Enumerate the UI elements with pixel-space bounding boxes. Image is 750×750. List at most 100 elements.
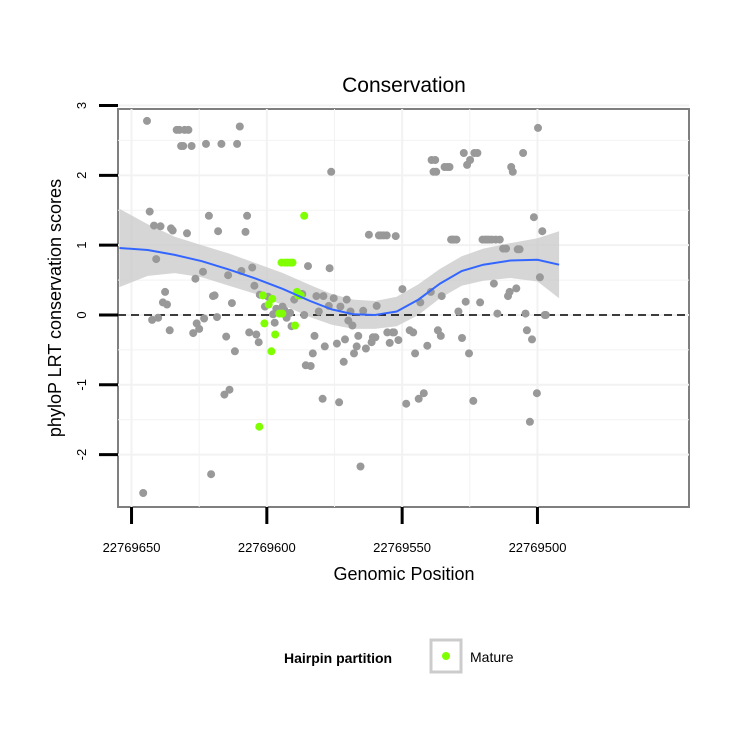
data-point-mature bbox=[278, 309, 287, 318]
data-point bbox=[409, 328, 418, 337]
data-point bbox=[336, 302, 345, 311]
y-axis-title: phyloP LRT conservation scores bbox=[45, 179, 65, 437]
data-point bbox=[252, 330, 261, 339]
data-point bbox=[312, 292, 321, 301]
data-point-mature bbox=[271, 330, 280, 339]
data-point bbox=[522, 326, 531, 335]
data-point-mature bbox=[267, 347, 276, 356]
data-point bbox=[538, 227, 547, 236]
data-point bbox=[495, 235, 504, 244]
x-tick-label: 22769550 bbox=[373, 540, 431, 555]
data-point bbox=[348, 321, 357, 330]
data-point bbox=[505, 287, 514, 296]
data-point bbox=[204, 211, 213, 220]
data-point bbox=[469, 396, 478, 405]
data-point bbox=[445, 163, 454, 171]
y-tick-label: -1 bbox=[74, 379, 89, 391]
y-tick-label: 2 bbox=[74, 172, 89, 179]
data-point bbox=[461, 297, 470, 306]
y-tick-label: -2 bbox=[74, 449, 89, 461]
data-point bbox=[250, 281, 259, 290]
data-point bbox=[402, 399, 411, 408]
data-point bbox=[534, 123, 542, 132]
data-point bbox=[354, 331, 363, 340]
data-point bbox=[230, 347, 239, 356]
data-point bbox=[235, 122, 244, 131]
data-point bbox=[419, 389, 428, 398]
data-point bbox=[320, 342, 329, 351]
data-point bbox=[245, 328, 254, 337]
legend-label-mature: Mature bbox=[470, 649, 514, 665]
data-point bbox=[382, 231, 391, 240]
data-point bbox=[163, 300, 171, 309]
data-point bbox=[318, 394, 327, 403]
data-point bbox=[241, 227, 250, 236]
data-point bbox=[327, 167, 336, 176]
data-point bbox=[512, 284, 521, 293]
data-point bbox=[161, 287, 170, 296]
data-point bbox=[391, 232, 400, 241]
data-point bbox=[458, 334, 466, 342]
data-point bbox=[459, 149, 468, 157]
data-point bbox=[352, 342, 361, 351]
data-point bbox=[398, 285, 407, 294]
data-point-mature bbox=[288, 258, 297, 267]
x-axis-title: Genomic Position bbox=[333, 564, 474, 584]
data-point bbox=[394, 336, 403, 345]
data-point bbox=[213, 313, 221, 322]
data-point bbox=[222, 332, 231, 341]
data-point bbox=[356, 462, 365, 471]
data-point-mature bbox=[260, 319, 269, 328]
data-point bbox=[535, 273, 544, 282]
smooth-trend-line bbox=[119, 247, 560, 317]
data-point bbox=[243, 211, 252, 220]
y-tick-label: 3 bbox=[74, 102, 89, 109]
data-point bbox=[148, 315, 157, 324]
data-point bbox=[339, 357, 348, 366]
data-point bbox=[436, 331, 445, 340]
data-point bbox=[423, 341, 432, 350]
x-tick-label: 22769650 bbox=[103, 540, 161, 555]
data-point bbox=[210, 291, 219, 300]
data-point bbox=[143, 116, 151, 125]
data-point bbox=[199, 267, 207, 276]
legend-key-mature-dot bbox=[442, 652, 450, 660]
data-point bbox=[519, 149, 528, 157]
legend-key-box bbox=[429, 638, 463, 674]
data-point bbox=[150, 221, 158, 230]
data-point bbox=[156, 222, 165, 231]
data-point bbox=[329, 294, 338, 303]
data-point bbox=[227, 299, 236, 308]
data-point bbox=[372, 301, 381, 310]
data-point bbox=[466, 156, 475, 164]
data-point bbox=[473, 149, 482, 157]
data-point bbox=[308, 349, 317, 358]
data-point bbox=[189, 329, 198, 338]
data-point bbox=[371, 333, 380, 342]
data-point bbox=[515, 245, 524, 254]
legend-title: Hairpin partition bbox=[284, 650, 392, 666]
data-point-mature bbox=[291, 321, 299, 330]
data-point bbox=[310, 331, 319, 340]
data-point bbox=[476, 298, 485, 307]
data-point bbox=[432, 167, 441, 176]
data-point bbox=[319, 292, 328, 301]
data-point bbox=[304, 262, 312, 271]
data-point bbox=[224, 271, 233, 280]
data-point bbox=[364, 230, 373, 239]
data-point bbox=[184, 125, 193, 134]
data-point bbox=[187, 142, 196, 150]
data-point bbox=[361, 344, 370, 353]
data-point bbox=[152, 255, 161, 264]
data-point bbox=[154, 313, 163, 322]
data-point-mature bbox=[258, 291, 267, 300]
data-point bbox=[493, 309, 502, 318]
data-point bbox=[437, 292, 446, 301]
data-point bbox=[454, 307, 463, 316]
data-point bbox=[502, 244, 511, 253]
data-point bbox=[350, 349, 358, 358]
data-point bbox=[254, 338, 263, 347]
x-tick-label: 22769600 bbox=[238, 540, 296, 555]
data-point-mature bbox=[268, 294, 277, 303]
